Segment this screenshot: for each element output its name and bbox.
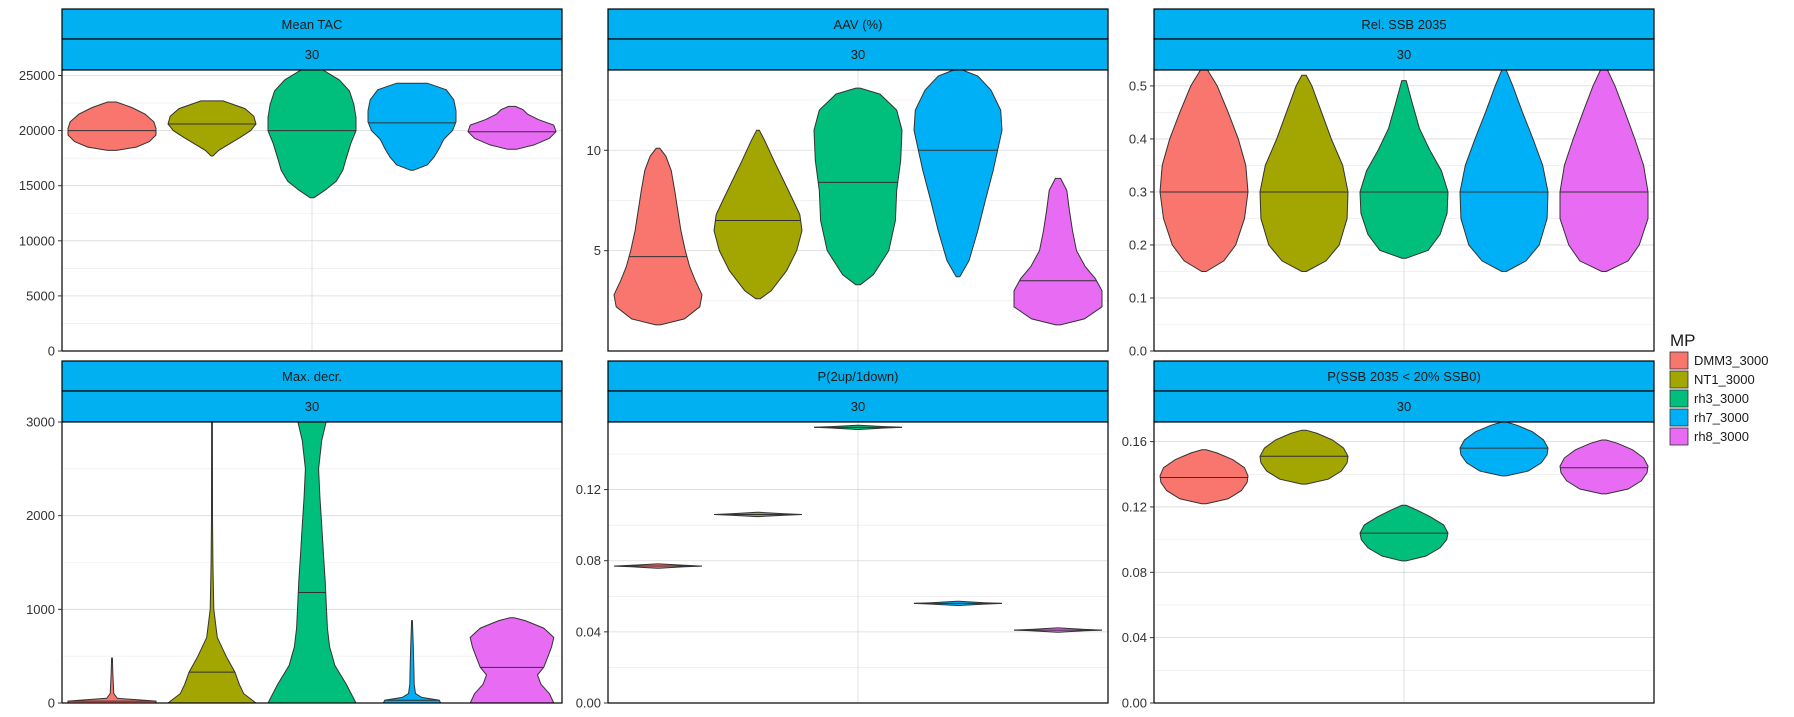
legend-key-rh3_3000 — [1669, 389, 1689, 408]
y-tick-label: 0.00 — [576, 696, 601, 711]
legend-label-DMM3_3000: DMM3_3000 — [1694, 353, 1768, 368]
panel-4: P(2up/1down) 30 0.00 0.04 0.08 0.12 — [576, 360, 1109, 711]
plot-border — [61, 421, 563, 704]
y-tick-label: 2000 — [26, 508, 55, 523]
violin-DMM3_3000 — [67, 101, 157, 151]
plot-border — [607, 421, 1109, 704]
y-tick-label: 0 — [48, 344, 55, 359]
violin-rh3_3000 — [1359, 80, 1449, 259]
violin-NT1_3000 — [713, 129, 803, 300]
y-tick-label: 0.12 — [1122, 499, 1147, 514]
y-tick-label: 5000 — [26, 288, 55, 303]
violin-rh8_3000 — [1559, 439, 1649, 495]
violin-DMM3_3000 — [613, 147, 703, 326]
facet-label: 30 — [851, 47, 865, 62]
y-tick-label: 0.04 — [576, 624, 601, 639]
y-tick-label: 0.04 — [1122, 630, 1147, 645]
panel-title: Max. decr. — [282, 369, 342, 384]
violin-DMM3_3000 — [1159, 449, 1249, 505]
violin-NT1_3000 — [1259, 429, 1349, 485]
y-tick-label: 10000 — [19, 233, 55, 248]
y-tick-label: 20000 — [19, 123, 55, 138]
legend-key-rh8_3000 — [1669, 427, 1689, 446]
panel-title-strip — [1153, 8, 1655, 40]
violin-NT1_3000 — [1259, 74, 1349, 272]
plot-border — [1153, 421, 1655, 704]
panel-title: AAV (%) — [834, 17, 883, 32]
plot-border — [607, 69, 1109, 352]
legend-label-rh3_3000: rh3_3000 — [1694, 391, 1749, 406]
violin-rh3_3000 — [813, 87, 903, 286]
legend-label-rh7_3000: rh7_3000 — [1694, 410, 1749, 425]
panel-2: Rel. SSB 2035 30 0.0 0.1 0.2 0.3 0.4 0.5 — [1129, 8, 1655, 359]
legend-label-NT1_3000: NT1_3000 — [1694, 372, 1755, 387]
y-tick-label: 25000 — [19, 68, 55, 83]
y-tick-label: 0.08 — [576, 553, 601, 568]
panel-1: AAV (%) 30 5 10 — [587, 8, 1109, 352]
y-tick-label: 0.12 — [576, 482, 601, 497]
y-tick-label: 0.2 — [1129, 237, 1147, 252]
y-tick-label: 0.0 — [1129, 344, 1147, 359]
y-tick-label: 15000 — [19, 178, 55, 193]
y-tick-label: 5 — [594, 243, 601, 258]
y-tick-label: 0.3 — [1129, 184, 1147, 199]
panel-title: Mean TAC — [282, 17, 343, 32]
violin-rh7_3000 — [382, 620, 442, 704]
facet-label: 30 — [305, 399, 319, 414]
y-tick-label: 0.16 — [1122, 434, 1147, 449]
panel-3: Max. decr. 30 0 1000 2000 3000 — [26, 360, 563, 711]
panel-5: P(SSB 2035 < 20% SSB0) 30 0.00 0.04 0.08 0.12… — [1122, 360, 1655, 711]
panel-title-strip — [1153, 360, 1655, 392]
facet-label-strip — [1153, 38, 1655, 71]
y-tick-label: 1000 — [26, 602, 55, 617]
y-tick-label: 3000 — [26, 415, 55, 430]
legend-title: MP — [1670, 331, 1696, 350]
facet-label-strip — [607, 390, 1109, 423]
panel-0: Mean TAC 30 0 5000 10000 15000 20000 25000 — [19, 8, 563, 359]
facet-label-strip — [607, 38, 1109, 71]
violin-rh8_3000 — [469, 617, 555, 704]
legend-label-rh8_3000: rh8_3000 — [1694, 429, 1749, 444]
facet-label-strip — [61, 38, 563, 71]
facet-label: 30 — [305, 47, 319, 62]
legend-key-rh7_3000 — [1669, 408, 1689, 427]
y-tick-label: 10 — [587, 143, 601, 158]
violin-rh8_3000 — [1013, 177, 1103, 326]
panel-title: P(2up/1down) — [818, 369, 899, 384]
facet-label: 30 — [851, 399, 865, 414]
plot-border — [61, 69, 563, 352]
facet-label: 30 — [1397, 399, 1411, 414]
y-tick-label: 0 — [48, 696, 55, 711]
panel-title-strip — [61, 8, 563, 40]
panel-title-strip — [607, 360, 1109, 392]
legend: MP DMM3_3000 NT1_3000 rh3_3000 rh7_3000 rh8_3… — [1669, 331, 1768, 446]
facet-label: 30 — [1397, 47, 1411, 62]
panel-title: P(SSB 2035 < 20% SSB0) — [1327, 369, 1481, 384]
y-tick-label: 0.5 — [1129, 78, 1147, 93]
y-tick-label: 0.08 — [1122, 565, 1147, 580]
plot-border — [1153, 69, 1655, 352]
legend-key-NT1_3000 — [1669, 370, 1689, 389]
y-tick-label: 0.4 — [1129, 131, 1147, 146]
y-tick-label: 0.00 — [1122, 696, 1147, 711]
violin-NT1_3000 — [167, 100, 257, 157]
violin-rh7_3000 — [367, 82, 457, 171]
legend-key-DMM3_3000 — [1669, 351, 1689, 370]
y-tick-label: 0.1 — [1129, 290, 1147, 305]
panel-title-strip — [61, 360, 563, 392]
panel-title: Rel. SSB 2035 — [1361, 17, 1446, 32]
